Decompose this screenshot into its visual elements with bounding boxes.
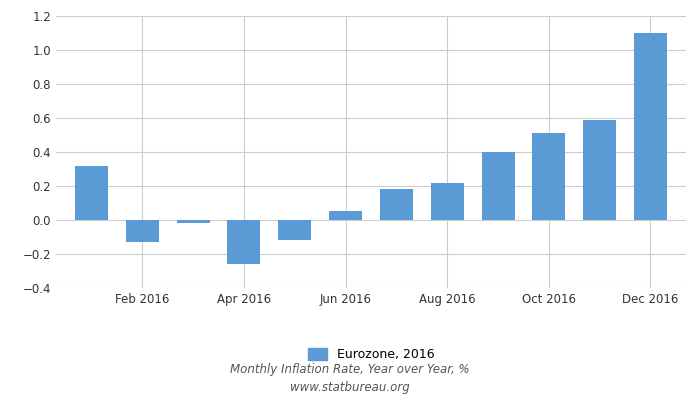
Bar [126,220,159,242]
Bar [329,212,362,220]
Bar [279,220,312,240]
Bar [430,182,463,220]
Bar [75,166,108,220]
Bar [583,120,616,220]
Bar [482,152,514,220]
Bar [634,33,667,220]
Bar [380,189,413,220]
Text: Monthly Inflation Rate, Year over Year, %: Monthly Inflation Rate, Year over Year, … [230,364,470,376]
Text: www.statbureau.org: www.statbureau.org [290,382,410,394]
Bar [532,133,566,220]
Bar [176,220,210,223]
Bar [228,220,260,264]
Legend: Eurozone, 2016: Eurozone, 2016 [303,343,439,366]
